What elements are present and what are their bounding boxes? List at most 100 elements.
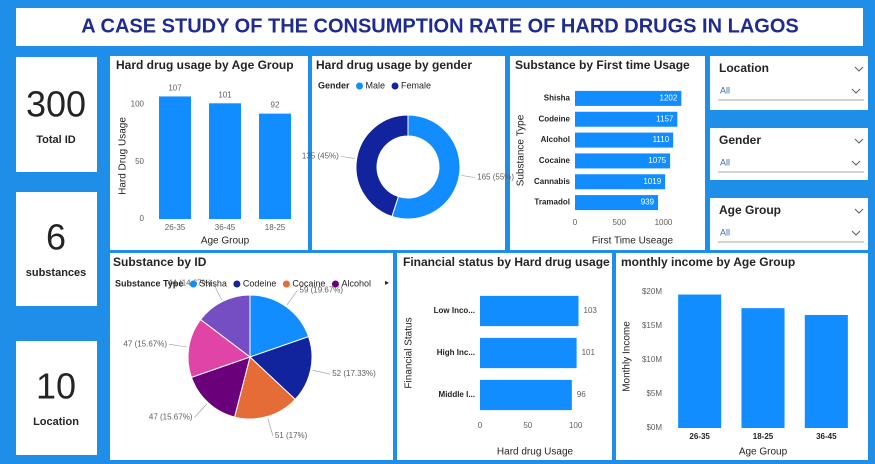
data-label: 135 (45%) (302, 151, 339, 160)
x-tick-label: 500 (613, 218, 627, 227)
card-bg (16, 192, 97, 306)
y-tick-label: $5M (646, 389, 662, 398)
y-tick-label: Shisha (544, 94, 571, 103)
slice[interactable] (199, 294, 251, 359)
y-axis-label: Monthly Income (622, 321, 633, 392)
bar[interactable] (209, 103, 241, 219)
data-label: 1202 (660, 94, 678, 103)
slicer-value[interactable]: All (720, 157, 730, 167)
bar[interactable] (259, 113, 291, 219)
slicer-collapse-icon[interactable] (854, 208, 864, 214)
data-label: 101 (582, 348, 596, 357)
y-axis-label: Substance Type (516, 114, 527, 186)
bar[interactable] (480, 295, 579, 327)
x-tick-label: 50 (523, 421, 532, 430)
slicer-collapse-icon[interactable] (854, 66, 864, 72)
legend-marker[interactable] (189, 280, 197, 288)
bar[interactable] (678, 294, 722, 428)
bar[interactable] (159, 96, 191, 219)
slicer-collapse-icon[interactable] (854, 138, 864, 144)
y-tick-label: $10M (642, 355, 662, 364)
x-axis-label: First Time Useage (592, 236, 674, 247)
legend-marker[interactable] (331, 280, 339, 288)
card-bg (16, 57, 97, 172)
y-tick-label: $15M (642, 321, 662, 330)
slicer-bg (710, 198, 868, 250)
x-tick-label: 0 (573, 218, 578, 227)
y-tick-label: Alcohol (541, 135, 570, 144)
leader-line (168, 343, 187, 348)
x-tick-label: 36-45 (816, 432, 837, 441)
slicer-bg (710, 128, 868, 180)
y-tick-label: 50 (135, 157, 144, 166)
y-axis-label: Financial Status (404, 317, 415, 388)
chart-title: Substance by First time Usage (515, 58, 690, 72)
data-label: 47 (15.67%) (149, 412, 193, 421)
x-tick-label: 26-35 (165, 223, 186, 232)
chart-title: Financial status by Hard drug usage (403, 255, 610, 269)
bar[interactable] (575, 174, 666, 190)
legend-label[interactable]: Shisha (199, 278, 227, 288)
slicer-label: Location (719, 61, 769, 75)
legend-marker[interactable] (391, 82, 399, 90)
leader-line (286, 289, 298, 306)
data-label: 1075 (648, 156, 666, 165)
data-label: 107 (168, 84, 182, 93)
leader-line (312, 370, 331, 375)
slicer-value[interactable]: All (720, 227, 730, 237)
x-axis-label: Age Group (739, 447, 788, 458)
legend-label[interactable]: Male (366, 80, 386, 90)
x-tick-label: 100 (569, 421, 583, 430)
card-label: Total ID (36, 134, 76, 146)
y-tick-label: High Inc... (437, 348, 475, 357)
y-tick-label: Low Inco... (434, 306, 475, 315)
slicer-label: Age Group (719, 203, 781, 217)
legend-marker[interactable] (282, 280, 290, 288)
legend-marker[interactable] (233, 280, 241, 288)
bar[interactable] (575, 195, 659, 211)
y-tick-label: Middle I... (439, 390, 475, 399)
data-label: 939 (641, 198, 655, 207)
slicer-dropdown-icon[interactable] (851, 88, 861, 94)
data-label: 1110 (653, 135, 670, 144)
bar[interactable] (575, 153, 671, 169)
leader-line (213, 283, 222, 300)
bar[interactable] (741, 308, 785, 428)
data-label: 52 (17.33%) (332, 369, 376, 378)
bar[interactable] (804, 314, 848, 428)
slice[interactable] (391, 114, 461, 220)
bar[interactable] (575, 111, 678, 127)
legend-label[interactable]: Cocaine (292, 278, 325, 288)
legend-label[interactable]: Female (401, 80, 431, 90)
y-tick-label: $20M (642, 287, 662, 296)
slice[interactable] (355, 114, 409, 218)
legend-title: Gender (318, 80, 350, 90)
bar[interactable] (480, 379, 572, 411)
card-bg (16, 341, 97, 455)
data-label: 1157 (656, 114, 674, 123)
legend-scroll-arrow[interactable]: ▸ (385, 278, 389, 287)
bar[interactable] (575, 132, 674, 148)
data-label: 165 (55%) (477, 173, 514, 182)
slicer-value[interactable]: All (720, 85, 730, 95)
bar[interactable] (480, 337, 577, 369)
legend-title: Substance Type (115, 278, 183, 288)
card-value: 300 (26, 84, 86, 125)
legend-label[interactable]: Alcohol (341, 278, 371, 288)
slicer-dropdown-icon[interactable] (851, 230, 861, 236)
x-axis-label: Hard drug Usage (497, 447, 574, 458)
y-axis-label: Hard Drug Usage (118, 117, 129, 195)
slicer-dropdown-icon[interactable] (851, 160, 861, 166)
x-tick-label: 0 (478, 421, 483, 430)
chart-title: Hard drug usage by gender (316, 58, 472, 72)
bar[interactable] (575, 90, 682, 106)
slicer-label: Gender (719, 133, 761, 147)
data-label: 96 (577, 390, 586, 399)
data-label: 44 (14.67%) (168, 279, 212, 288)
legend-label[interactable]: Codeine (243, 278, 277, 288)
data-label: 51 (17%) (275, 431, 308, 440)
y-tick-label: $0M (646, 423, 662, 432)
legend-marker[interactable] (356, 82, 364, 90)
